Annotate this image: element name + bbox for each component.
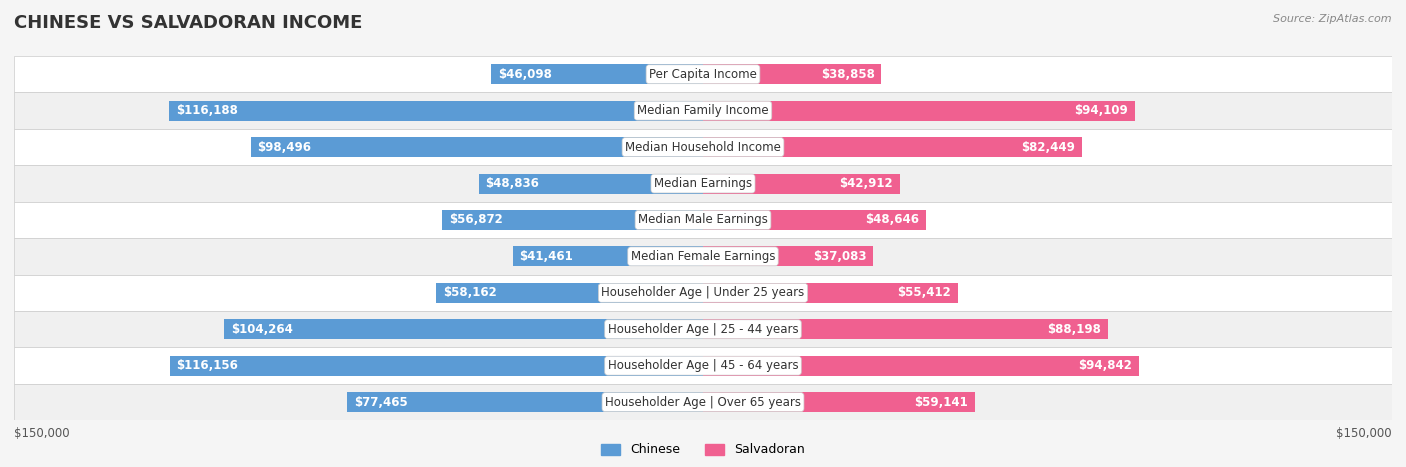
Text: $116,156: $116,156 bbox=[176, 359, 238, 372]
Bar bbox=[436, 283, 703, 303]
Text: $94,109: $94,109 bbox=[1074, 104, 1129, 117]
FancyBboxPatch shape bbox=[14, 384, 1392, 420]
Text: Median Household Income: Median Household Income bbox=[626, 141, 780, 154]
Text: $98,496: $98,496 bbox=[257, 141, 312, 154]
Text: Householder Age | Over 65 years: Householder Age | Over 65 years bbox=[605, 396, 801, 409]
FancyBboxPatch shape bbox=[14, 238, 1392, 275]
Bar bbox=[703, 247, 873, 266]
Text: $55,412: $55,412 bbox=[897, 286, 950, 299]
Bar bbox=[441, 210, 703, 230]
FancyBboxPatch shape bbox=[14, 56, 1392, 92]
Text: $46,098: $46,098 bbox=[498, 68, 553, 81]
Bar bbox=[170, 356, 703, 375]
Text: $88,198: $88,198 bbox=[1047, 323, 1101, 336]
Text: $56,872: $56,872 bbox=[449, 213, 502, 226]
Text: Median Female Earnings: Median Female Earnings bbox=[631, 250, 775, 263]
Text: Median Family Income: Median Family Income bbox=[637, 104, 769, 117]
Text: $42,912: $42,912 bbox=[839, 177, 893, 190]
Text: $59,141: $59,141 bbox=[914, 396, 967, 409]
Bar bbox=[703, 137, 1081, 157]
Bar bbox=[703, 101, 1135, 120]
Text: $82,449: $82,449 bbox=[1021, 141, 1074, 154]
FancyBboxPatch shape bbox=[14, 129, 1392, 165]
Text: $58,162: $58,162 bbox=[443, 286, 496, 299]
Text: $48,836: $48,836 bbox=[485, 177, 540, 190]
Text: $38,858: $38,858 bbox=[821, 68, 875, 81]
Text: $116,188: $116,188 bbox=[176, 104, 238, 117]
Text: Median Earnings: Median Earnings bbox=[654, 177, 752, 190]
Text: $77,465: $77,465 bbox=[354, 396, 408, 409]
Text: Per Capita Income: Per Capita Income bbox=[650, 68, 756, 81]
Text: $41,461: $41,461 bbox=[519, 250, 574, 263]
Text: Source: ZipAtlas.com: Source: ZipAtlas.com bbox=[1274, 14, 1392, 24]
Text: CHINESE VS SALVADORAN INCOME: CHINESE VS SALVADORAN INCOME bbox=[14, 14, 363, 32]
Bar bbox=[224, 319, 703, 339]
FancyBboxPatch shape bbox=[14, 311, 1392, 347]
Bar bbox=[169, 101, 703, 120]
Bar bbox=[513, 247, 703, 266]
Bar bbox=[703, 392, 974, 412]
Text: Householder Age | Under 25 years: Householder Age | Under 25 years bbox=[602, 286, 804, 299]
Bar bbox=[347, 392, 703, 412]
Bar bbox=[478, 174, 703, 193]
Text: Householder Age | 25 - 44 years: Householder Age | 25 - 44 years bbox=[607, 323, 799, 336]
Bar bbox=[250, 137, 703, 157]
FancyBboxPatch shape bbox=[14, 275, 1392, 311]
Bar bbox=[703, 319, 1108, 339]
Text: $37,083: $37,083 bbox=[813, 250, 866, 263]
Bar bbox=[703, 64, 882, 84]
Legend: Chinese, Salvadoran: Chinese, Salvadoran bbox=[596, 439, 810, 461]
FancyBboxPatch shape bbox=[14, 202, 1392, 238]
Bar bbox=[703, 174, 900, 193]
Text: $94,842: $94,842 bbox=[1078, 359, 1132, 372]
Text: $104,264: $104,264 bbox=[231, 323, 292, 336]
Bar bbox=[703, 283, 957, 303]
Text: Median Male Earnings: Median Male Earnings bbox=[638, 213, 768, 226]
FancyBboxPatch shape bbox=[14, 92, 1392, 129]
Text: $150,000: $150,000 bbox=[14, 427, 70, 440]
Text: $48,646: $48,646 bbox=[866, 213, 920, 226]
Bar bbox=[491, 64, 703, 84]
Bar bbox=[703, 356, 1139, 375]
FancyBboxPatch shape bbox=[14, 165, 1392, 202]
Text: $150,000: $150,000 bbox=[1336, 427, 1392, 440]
Text: Householder Age | 45 - 64 years: Householder Age | 45 - 64 years bbox=[607, 359, 799, 372]
Bar bbox=[703, 210, 927, 230]
FancyBboxPatch shape bbox=[14, 347, 1392, 384]
